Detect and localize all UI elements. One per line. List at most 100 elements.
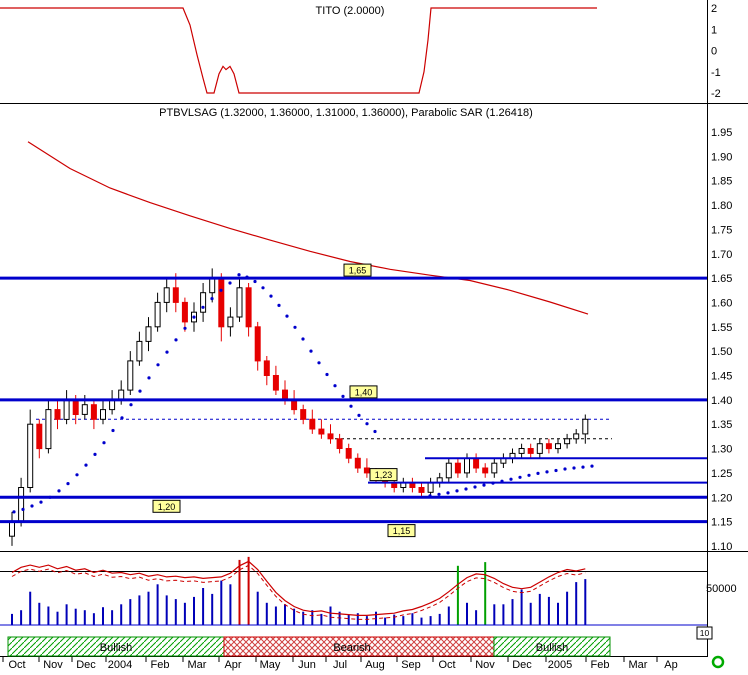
candle-body[interactable] [18, 487, 25, 523]
candle-body[interactable] [300, 409, 307, 420]
candle-body[interactable] [282, 389, 288, 401]
candle-body[interactable] [263, 360, 270, 376]
candle-body[interactable] [545, 443, 552, 450]
parabolic-sar-dot [590, 464, 594, 468]
candle-body[interactable] [309, 418, 316, 430]
candle-body[interactable] [172, 287, 179, 303]
price-panel[interactable]: 1,65 1,40 1,23 1,20 1,15 [0, 141, 707, 546]
price-level-label-text: 1,23 [375, 470, 393, 480]
candle-body[interactable] [81, 404, 88, 415]
candle-body[interactable] [354, 457, 361, 469]
candle-body[interactable] [345, 448, 352, 459]
candle-body[interactable] [36, 423, 43, 450]
candle-body[interactable] [464, 457, 470, 474]
x-axis-month-label: 2004 [108, 659, 132, 671]
candle-body[interactable] [145, 326, 152, 342]
price-ytick-label: 1.60 [711, 298, 732, 310]
candle-body[interactable] [482, 467, 489, 474]
parabolic-sar-dot [572, 466, 576, 470]
tito-indicator-panel[interactable] [0, 7, 597, 94]
candle-body[interactable] [100, 409, 106, 420]
candle-body[interactable] [336, 438, 343, 449]
parabolic-sar-dot [491, 481, 495, 485]
candle-body[interactable] [527, 448, 534, 454]
candle-body[interactable] [118, 389, 125, 401]
candle-body[interactable] [9, 521, 15, 537]
scale-badge[interactable]: 10 [696, 626, 713, 640]
parabolic-sar-dot [228, 281, 232, 285]
price-ytick-label: 1.75 [711, 224, 732, 236]
tito-line[interactable] [0, 7, 597, 94]
parabolic-sar-dot [437, 492, 441, 496]
scale-badge-label: 10 [700, 628, 710, 638]
x-axis-month-label: Sep [401, 659, 421, 671]
parabolic-sar-dot [75, 473, 79, 477]
volume-ma-dashed-line[interactable] [11, 564, 586, 620]
candle-body[interactable] [209, 277, 216, 294]
price-panel-title: PTBVLSAG (1.32000, 1.36000, 1.31000, 1.3… [159, 107, 533, 119]
candle-body[interactable] [454, 462, 461, 474]
volume-panel[interactable] [0, 556, 707, 626]
parabolic-sar-dot [102, 441, 106, 445]
candle-body[interactable] [127, 360, 134, 391]
candle-body[interactable] [245, 287, 252, 328]
candle-body[interactable] [181, 301, 188, 323]
candle-body[interactable] [90, 404, 97, 420]
x-axis-month-label: May [260, 659, 281, 671]
price-moving-average-line[interactable] [27, 141, 589, 315]
parabolic-sar-dot [509, 477, 513, 481]
candle-body[interactable] [72, 399, 79, 415]
candle-body[interactable] [200, 292, 207, 313]
candle-body[interactable] [227, 316, 234, 328]
candle-body[interactable] [236, 287, 243, 318]
candle-body[interactable] [536, 443, 543, 454]
candle-body[interactable] [45, 409, 52, 450]
candle-body[interactable] [27, 423, 34, 489]
candle-body[interactable] [445, 462, 452, 479]
parabolic-sar-dot [261, 286, 265, 290]
candle-body[interactable] [518, 448, 525, 454]
candle-body[interactable] [427, 482, 434, 493]
parabolic-sar-dot [147, 376, 151, 380]
parabolic-sar-dot [545, 470, 549, 474]
x-axis-month-label: Dec [76, 659, 96, 671]
candle-body[interactable] [573, 433, 580, 440]
price-ytick-label: 1.40 [711, 395, 732, 407]
parabolic-sar-dot [464, 487, 468, 491]
price-level-label-box [152, 499, 181, 513]
scale-badge-box[interactable] [696, 626, 713, 640]
candle-body[interactable] [418, 487, 425, 493]
candle-body[interactable] [163, 287, 170, 303]
parabolic-sar-dot [473, 485, 477, 489]
price-ytick-label: 1.25 [711, 468, 732, 480]
candle-body[interactable] [272, 375, 279, 391]
candle-body[interactable] [582, 418, 589, 435]
candle-body[interactable] [54, 409, 61, 420]
candle-body[interactable] [327, 433, 334, 440]
candle-body[interactable] [363, 467, 370, 474]
volume-ma-line[interactable] [11, 560, 586, 617]
candle-body[interactable] [218, 277, 225, 328]
ribbon-label-bullish-2: Bullish [536, 642, 568, 654]
candle-body[interactable] [318, 428, 325, 435]
price-ytick-label: 1.90 [711, 151, 732, 163]
candle-body[interactable] [491, 462, 498, 474]
x-axis-month-label: Aug [365, 659, 385, 671]
volume-axis-tick: 50000 [706, 583, 737, 595]
parabolic-sar-dot [21, 507, 25, 511]
candle-body[interactable] [154, 301, 161, 328]
candle-body[interactable] [473, 457, 480, 469]
parabolic-sar-dot [554, 468, 558, 473]
parabolic-sar-dot [536, 471, 540, 475]
price-level-label: 1,40 [349, 385, 378, 399]
parabolic-sar-dot [365, 422, 369, 426]
candle-body[interactable] [564, 438, 571, 445]
candle-body[interactable] [254, 326, 261, 362]
candle-body[interactable] [63, 399, 70, 420]
candle-body[interactable] [555, 443, 561, 450]
parabolic-sar-dot [129, 403, 133, 407]
candle-body[interactable] [136, 340, 143, 362]
parabolic-sar-dot [219, 288, 223, 292]
parabolic-sar-dot [174, 338, 178, 342]
